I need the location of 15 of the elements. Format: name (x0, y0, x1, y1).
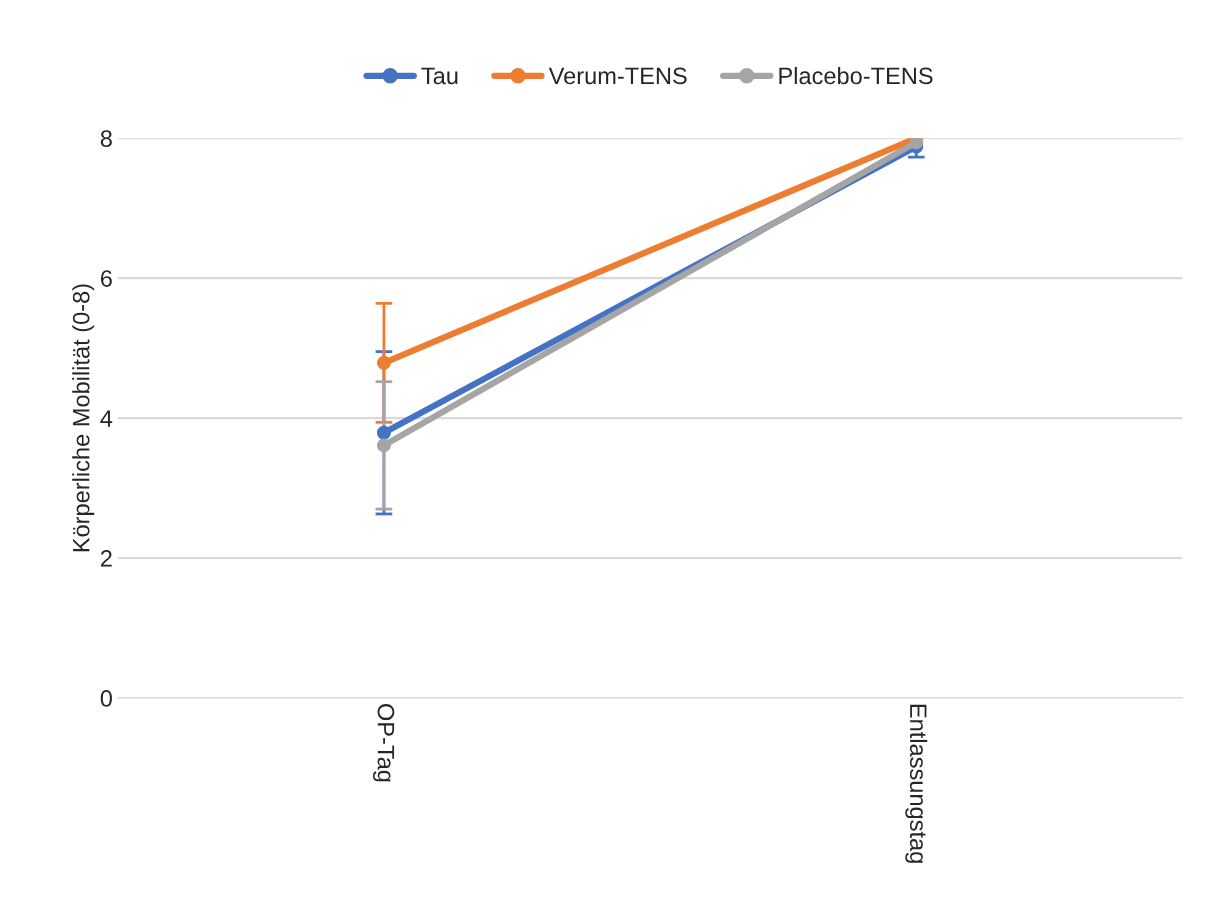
legend-label: Tau (421, 67, 458, 85)
x-tick-label: OP-Tag (372, 704, 395, 782)
y-axis-title: Körperliche Mobilität (0-8) (72, 284, 95, 552)
legend-label: Placebo-TENS (779, 66, 933, 85)
x-tick-label: Entlassungstag (905, 704, 928, 863)
y-tick-label: 0 (100, 690, 112, 707)
y-tick-label: 6 (100, 270, 112, 287)
y-tick-label: 8 (100, 130, 112, 147)
point (376, 355, 391, 370)
point (909, 138, 924, 150)
legend-label: Verum-TENS (548, 67, 687, 85)
point (376, 425, 391, 440)
point (376, 438, 391, 453)
y-tick-label: 4 (100, 410, 113, 427)
y-tick-label: 2 (100, 550, 112, 567)
